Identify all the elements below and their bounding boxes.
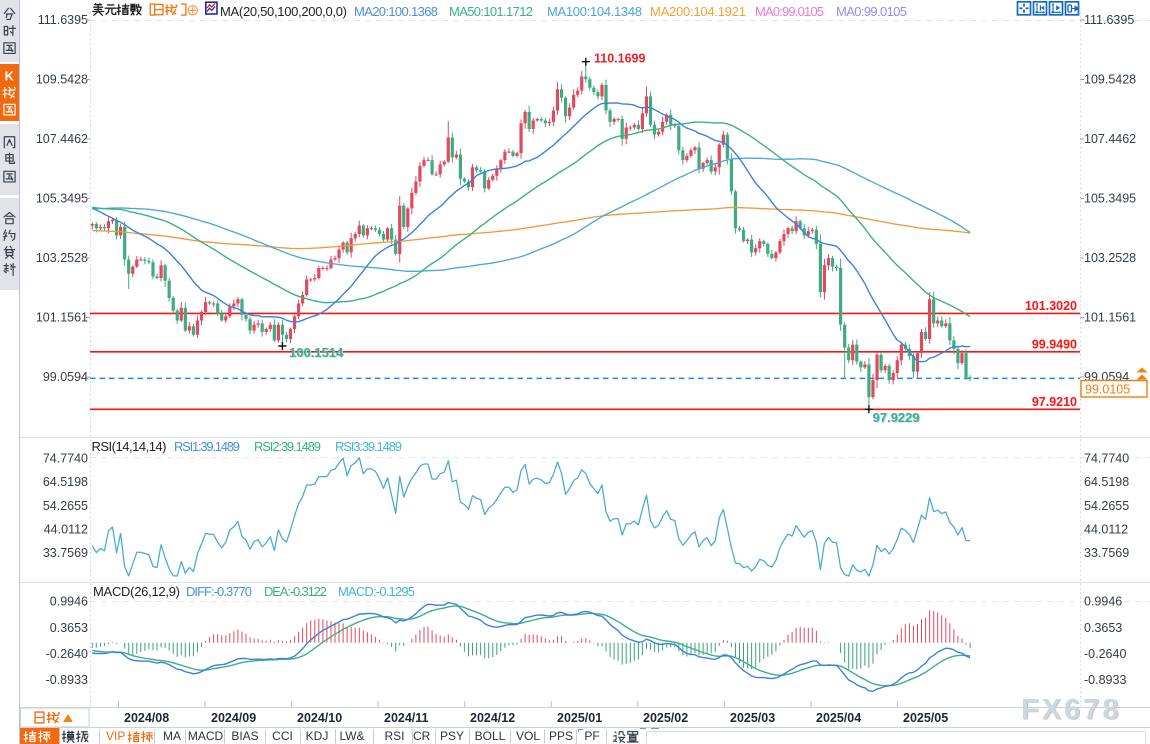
svg-text:PPS: PPS bbox=[549, 729, 573, 743]
svg-text:44.0112: 44.0112 bbox=[44, 523, 88, 537]
svg-text:DIFF:-0.3770: DIFF:-0.3770 bbox=[186, 584, 252, 599]
svg-text:2024/11: 2024/11 bbox=[384, 711, 429, 725]
svg-text:64.5198: 64.5198 bbox=[43, 475, 88, 489]
svg-text:2025/03: 2025/03 bbox=[730, 711, 775, 725]
svg-text:PSY: PSY bbox=[440, 729, 464, 743]
svg-text:2025/04: 2025/04 bbox=[816, 711, 861, 725]
svg-text:MA(20,50,100,200,0,0): MA(20,50,100,200,0,0) bbox=[220, 4, 347, 19]
svg-text:54.2655: 54.2655 bbox=[1084, 499, 1129, 513]
svg-text:-0.8933: -0.8933 bbox=[46, 673, 88, 687]
svg-text:105.3495: 105.3495 bbox=[1084, 192, 1136, 206]
svg-text:RSI2:39.1489: RSI2:39.1489 bbox=[254, 439, 321, 454]
svg-text:RSI(14,14,14): RSI(14,14,14) bbox=[92, 439, 167, 454]
svg-text:-0.8933: -0.8933 bbox=[1084, 673, 1126, 687]
svg-text:MA100:104.1348: MA100:104.1348 bbox=[547, 4, 642, 19]
svg-text:0.3653: 0.3653 bbox=[50, 621, 88, 635]
svg-text:MA: MA bbox=[163, 729, 181, 743]
svg-text:BIAS: BIAS bbox=[231, 729, 258, 743]
svg-text:97.9229: 97.9229 bbox=[874, 411, 921, 426]
svg-text:0.9946: 0.9946 bbox=[1084, 595, 1122, 609]
svg-text:97.9210: 97.9210 bbox=[1032, 395, 1077, 409]
svg-text:74.7740: 74.7740 bbox=[1084, 451, 1129, 465]
svg-text:FX678: FX678 bbox=[1021, 694, 1121, 726]
svg-text:-0.2640: -0.2640 bbox=[1084, 647, 1126, 661]
svg-text:2025/02: 2025/02 bbox=[643, 711, 688, 725]
svg-text:-0.2640: -0.2640 bbox=[46, 647, 88, 661]
svg-text:MA20:100.1368: MA20:100.1368 bbox=[354, 4, 438, 19]
svg-text:100.1514: 100.1514 bbox=[289, 345, 344, 360]
svg-text:103.2528: 103.2528 bbox=[1084, 251, 1136, 265]
svg-text:99.9490: 99.9490 bbox=[1032, 337, 1077, 351]
svg-text:100.1514: 100.1514 bbox=[290, 346, 345, 361]
svg-text:99.0105: 99.0105 bbox=[1085, 383, 1130, 397]
svg-text:MACD(26,12,9): MACD(26,12,9) bbox=[93, 584, 180, 599]
svg-text:2025/05: 2025/05 bbox=[903, 711, 948, 725]
svg-text:101.1561: 101.1561 bbox=[36, 311, 88, 325]
svg-text:107.4462: 107.4462 bbox=[36, 132, 88, 146]
svg-text:2024/12: 2024/12 bbox=[470, 711, 515, 725]
svg-text:107.4462: 107.4462 bbox=[1084, 132, 1136, 146]
svg-text:MA200:104.1921: MA200:104.1921 bbox=[650, 4, 746, 19]
svg-text:VOL: VOL bbox=[516, 729, 540, 743]
svg-text:33.7569: 33.7569 bbox=[43, 546, 88, 560]
svg-text:KDJ: KDJ bbox=[306, 729, 329, 743]
svg-text:VIP: VIP bbox=[106, 729, 125, 743]
svg-text:CR: CR bbox=[413, 729, 431, 743]
svg-text:103.2528: 103.2528 bbox=[36, 251, 88, 265]
svg-text:RSI: RSI bbox=[384, 729, 404, 743]
svg-text:33.7569: 33.7569 bbox=[1084, 546, 1129, 560]
svg-text:0.3653: 0.3653 bbox=[1084, 621, 1122, 635]
svg-text:MACD: MACD bbox=[188, 729, 224, 743]
svg-text:MACD:-0.1295: MACD:-0.1295 bbox=[338, 584, 415, 599]
svg-text:FX678: FX678 bbox=[1022, 695, 1122, 727]
svg-text:111.6395: 111.6395 bbox=[38, 13, 88, 27]
svg-text:MA50:101.1712: MA50:101.1712 bbox=[449, 4, 533, 19]
svg-text:RSI1:39.1489: RSI1:39.1489 bbox=[174, 439, 240, 454]
svg-text:LW&: LW& bbox=[339, 729, 364, 743]
svg-text:MA0:99.0105: MA0:99.0105 bbox=[836, 4, 907, 19]
svg-text:BOLL: BOLL bbox=[475, 729, 506, 743]
svg-text:DEA:-0.3122: DEA:-0.3122 bbox=[264, 584, 327, 599]
svg-text:2024/09: 2024/09 bbox=[211, 711, 256, 725]
svg-text:MA0:99.0105: MA0:99.0105 bbox=[755, 4, 824, 19]
svg-text:99.0594: 99.0594 bbox=[43, 370, 88, 384]
svg-text:111.6395: 111.6395 bbox=[1084, 13, 1134, 27]
svg-text:CCI: CCI bbox=[272, 729, 293, 743]
svg-text:44.0112: 44.0112 bbox=[1084, 523, 1128, 537]
svg-text:105.3495: 105.3495 bbox=[36, 192, 88, 206]
svg-text:109.5428: 109.5428 bbox=[36, 73, 88, 87]
svg-text:PF: PF bbox=[584, 729, 599, 743]
svg-text:97.9229: 97.9229 bbox=[873, 410, 920, 425]
svg-text:64.5198: 64.5198 bbox=[1084, 475, 1129, 489]
svg-text:2025/01: 2025/01 bbox=[557, 711, 602, 725]
svg-text:2024/10: 2024/10 bbox=[297, 711, 342, 725]
svg-text:101.1561: 101.1561 bbox=[1084, 311, 1136, 325]
svg-text:74.7740: 74.7740 bbox=[43, 451, 88, 465]
svg-text:RSI3:39.1489: RSI3:39.1489 bbox=[335, 439, 402, 454]
svg-text:110.1699: 110.1699 bbox=[594, 52, 645, 66]
svg-text:0.9946: 0.9946 bbox=[50, 595, 88, 609]
svg-text:109.5428: 109.5428 bbox=[1084, 73, 1136, 87]
svg-text:2024/08: 2024/08 bbox=[124, 711, 169, 725]
svg-text:K: K bbox=[5, 69, 15, 83]
svg-text:101.3020: 101.3020 bbox=[1025, 299, 1077, 313]
svg-text:54.2655: 54.2655 bbox=[43, 499, 88, 513]
